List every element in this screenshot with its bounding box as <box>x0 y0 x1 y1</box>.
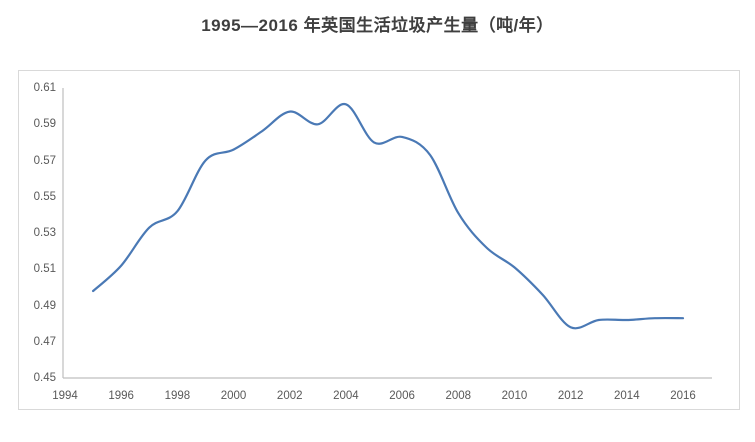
y-tick-label: 0.45 <box>33 372 56 384</box>
chart-panel <box>18 70 740 410</box>
x-tick-label: 2004 <box>333 390 359 402</box>
y-tick-label: 0.57 <box>33 154 56 167</box>
x-tick-label: 1998 <box>164 390 191 402</box>
x-tick-label: 2002 <box>276 390 303 402</box>
y-tick-label: 0.47 <box>33 335 56 348</box>
y-tick-label: 0.59 <box>33 118 56 131</box>
chart-title: 1995—2016 年英国生活垃圾产生量（吨/年） <box>201 16 554 35</box>
x-tick-label: 2012 <box>557 390 584 402</box>
x-tick-label: 1994 <box>52 390 78 402</box>
x-tick-label: 2014 <box>614 390 640 402</box>
x-tick-label: 1996 <box>108 390 134 402</box>
y-tick-label: 0.61 <box>33 82 56 94</box>
x-tick-label: 2016 <box>670 390 696 402</box>
y-tick-label: 0.51 <box>33 263 56 276</box>
y-tick-label: 0.49 <box>33 299 56 312</box>
x-tick-label: 2000 <box>220 390 247 402</box>
y-tick-label: 0.53 <box>33 227 56 239</box>
y-tick-label: 0.55 <box>33 190 56 203</box>
x-tick-label: 2010 <box>501 390 528 402</box>
x-tick-label: 2008 <box>445 390 472 402</box>
x-tick-label: 2006 <box>389 390 415 402</box>
